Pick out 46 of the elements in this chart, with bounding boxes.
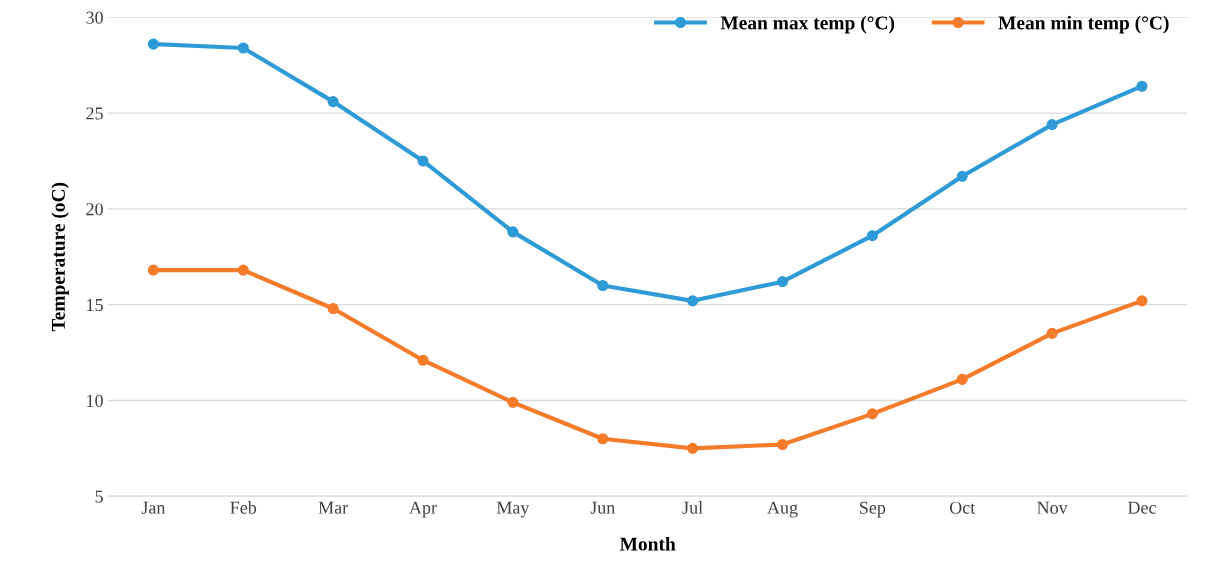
y-tick-label: 15 <box>87 299 103 312</box>
point <box>237 264 249 276</box>
point <box>147 264 159 276</box>
point <box>956 373 968 385</box>
x-tick-label: Nov <box>1037 501 1068 514</box>
x-tick-label: May <box>496 501 530 518</box>
y-tick-label: 10 <box>87 394 103 407</box>
point <box>866 230 878 242</box>
x-tick-label: Aug <box>767 501 798 518</box>
x-tick-label: Oct <box>949 501 976 514</box>
point <box>507 226 519 238</box>
y-tick-label: 5 <box>95 490 103 503</box>
point <box>417 155 429 167</box>
y-tick-label: 20 <box>86 203 103 216</box>
y-axis-title: Temperature (oC) <box>51 182 69 332</box>
x-tick-label: Apr <box>409 501 437 518</box>
x-tick-label: Jul <box>682 501 703 514</box>
x-axis-title: Month <box>619 536 676 551</box>
point <box>687 295 699 307</box>
y-tick-label: 30 <box>86 11 103 24</box>
y-tick-label: 25 <box>86 107 103 120</box>
point <box>327 96 339 108</box>
point <box>237 42 249 54</box>
point <box>956 170 968 182</box>
x-tick-label: Mar <box>318 501 349 514</box>
point <box>597 433 609 445</box>
x-tick-label: Feb <box>230 501 257 514</box>
point <box>1136 80 1148 92</box>
x-tick-label: Jun <box>590 501 616 514</box>
point <box>866 408 878 420</box>
point <box>1046 119 1058 131</box>
point <box>147 38 159 50</box>
x-tick-label: Sep <box>860 501 886 518</box>
x-tick-label: Dec <box>1127 501 1156 514</box>
point <box>327 302 339 315</box>
point <box>597 279 609 292</box>
point <box>687 442 699 454</box>
legend-label: Mean min temp (°C) <box>998 15 1169 34</box>
x-tick-label: Jan <box>141 501 166 514</box>
point <box>417 354 429 366</box>
point <box>1136 295 1148 307</box>
point <box>1046 327 1058 339</box>
point <box>776 276 789 288</box>
legend-label: Mean max temp (°C) <box>720 15 895 34</box>
point <box>776 438 789 451</box>
point <box>507 396 519 408</box>
